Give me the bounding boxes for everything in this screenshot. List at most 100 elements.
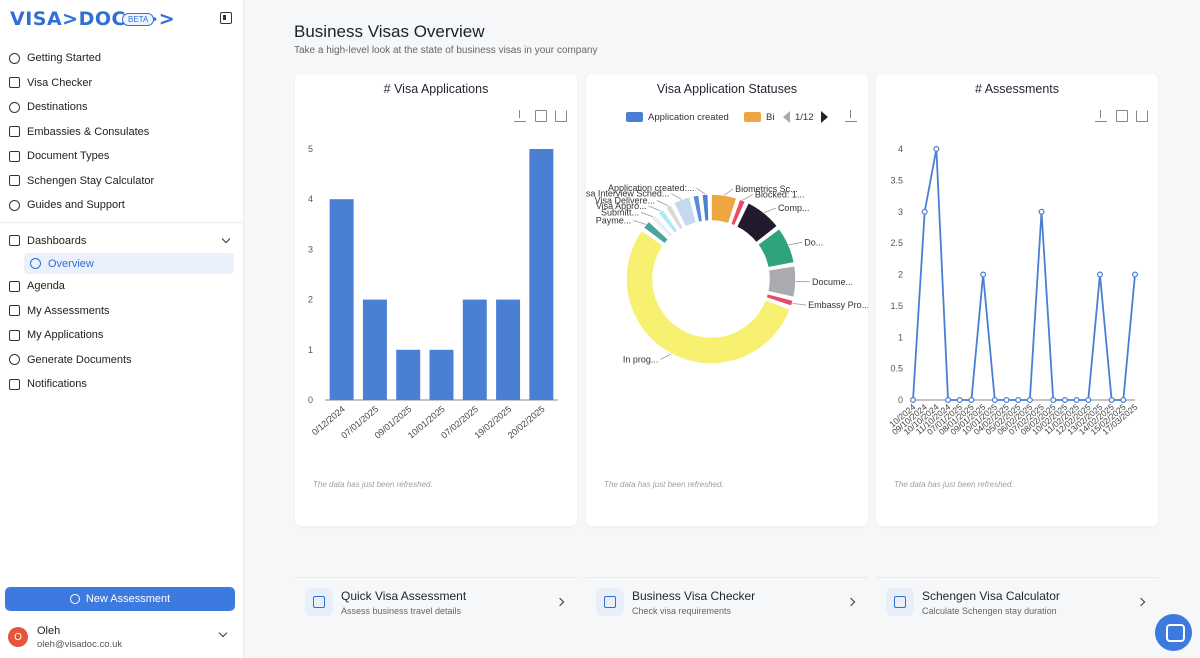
chevron-right-icon [846,597,856,607]
data-point [1132,271,1139,278]
sidebar-collapse-icon[interactable] [220,12,232,24]
y-tick-label: 2 [898,270,903,280]
sidebar-item-getting-started[interactable]: Getting Started [0,46,244,71]
dashboard-icon [9,235,20,247]
refreshed-note: The data has just been refreshed. [604,480,724,489]
sidebar-item-overview[interactable]: Overview [24,253,234,274]
sidebar-item-my-applications[interactable]: My Applications [0,323,244,348]
slice-label: Application created:... [608,183,695,193]
chart-title: # Assessments [974,82,1060,96]
y-tick-label: 0 [308,395,313,405]
slice-label: Visa Delivere... [595,195,655,205]
label-line [792,302,807,306]
label-line [640,211,654,218]
label-line [656,200,669,207]
new-assessment-label: New Assessment [85,593,171,605]
donut-slice [656,207,680,235]
pie-chart-icon [30,258,41,269]
sidebar-item-label: Schengen Stay Calculator [27,174,155,187]
sidebar-item-generate-documents[interactable]: Generate Documents [0,348,244,373]
data-point [933,145,940,152]
chart-title: Visa Application Statuses [656,82,798,96]
sidebar-item-my-assessments[interactable]: My Assessments [0,299,244,324]
y-tick-label: 3.5 [890,175,903,185]
card-subtitle: Check visa requirements [632,606,732,616]
chevron-right-icon [555,597,565,607]
chat-support-button[interactable] [1155,614,1192,651]
chart-title: # Visa Applications [383,82,489,96]
data-point [1108,397,1115,404]
y-tick-label: 2.5 [890,238,903,248]
data-point [945,397,952,404]
y-tick-label: 0.5 [890,364,903,374]
download-icon[interactable] [845,110,857,122]
data-point [1061,397,1068,404]
bar [429,349,454,400]
sidebar-item-label: Generate Documents [27,353,132,366]
legend-label: Application created [648,112,729,123]
donut-slice [672,195,698,228]
x-tick-label: 20/02/2025 [506,404,547,441]
beta-badge: BETA [122,13,155,26]
building-icon [9,126,20,138]
download-icon[interactable] [1095,110,1107,122]
reset-zoom-icon[interactable] [1136,110,1148,122]
sidebar-item-dashboards[interactable]: Dashboards [0,229,244,254]
sidebar-item-embassies[interactable]: Embassies & Consulates [0,120,244,145]
sidebar-item-schengen-calculator[interactable]: Schengen Stay Calculator [0,169,244,194]
sidebar-item-document-types[interactable]: Document Types [0,144,244,169]
y-tick-label: 3 [898,207,903,217]
document-icon [9,329,20,341]
slice-label: Paymе... [596,215,632,225]
user-email: oleh@visadoc.co.uk [37,639,123,650]
plus-circle-icon [69,594,80,604]
sidebar-item-destinations[interactable]: Destinations [0,95,244,120]
schengen-visa-calculator-card[interactable]: Schengen Visa Calculator Calculate Schen… [876,577,1158,627]
visa-applications-card: # Visa Applications 0 1 2 3 4 5 0/12/2024 07/01… [295,74,577,526]
copy-icon [305,588,333,616]
sidebar-item-guides[interactable]: Guides and Support [0,193,244,218]
quick-visa-assessment-card[interactable]: Quick Visa Assessment Assess business tr… [295,577,577,627]
copy-icon [9,77,20,89]
donut-slice [764,292,795,308]
data-point [1038,208,1045,215]
zoom-icon[interactable] [535,110,547,122]
slice-label: Visa Interview Sched... [586,189,669,199]
label-line [788,241,803,246]
sidebar-item-label: Dashboards [27,234,87,247]
zoom-icon[interactable] [1116,110,1128,122]
new-assessment-button[interactable]: New Assessment [5,587,235,611]
user-menu[interactable]: O Oleh oleh@visadoc.co.uk [8,624,238,654]
sidebar-item-label: Document Types [27,150,110,163]
reset-zoom-icon[interactable] [555,110,567,122]
download-icon[interactable] [514,110,526,122]
page-title: Business Visas Overview [294,22,485,41]
slice-label: Docume... [812,277,853,287]
label-line [742,194,754,201]
bell-icon [9,378,20,390]
slice-label: Do... [804,237,823,247]
sidebar-item-notifications[interactable]: Notifications [0,372,244,397]
data-point [1085,397,1092,404]
y-tick-label: 4 [308,194,313,204]
chevron-down-icon [221,234,231,243]
sidebar-item-label: My Assessments [27,304,110,317]
bar [329,199,354,400]
slice-label: Embassy Pro... [808,300,868,310]
sidebar-item-label: Guides and Support [27,199,125,212]
card-title: Business Visa Checker [632,589,756,603]
card-subtitle: Calculate Schengen stay duration [922,606,1057,616]
sidebar-item-visa-checker[interactable]: Visa Checker [0,71,244,96]
divider [0,221,244,223]
assessments-card: # Assessments 0 0.5 1 1.5 2 2.5 3 3.5 4 10/2024 09… [876,74,1158,526]
y-tick-label: 1.5 [890,301,903,311]
donut-slice [729,198,747,228]
slice-label: In prog... [623,354,659,364]
sidebar-nav: Getting Started Visa Checker Destination… [0,46,244,397]
data-point [1096,271,1103,278]
sidebar-item-agenda[interactable]: Agenda [0,274,244,299]
business-visa-checker-card[interactable]: Business Visa Checker Check visa require… [586,577,868,627]
donut-chart: Application created Bi 1/12 In prog... Paymе… [586,111,868,365]
label-line [671,193,682,200]
label-line [660,353,672,360]
